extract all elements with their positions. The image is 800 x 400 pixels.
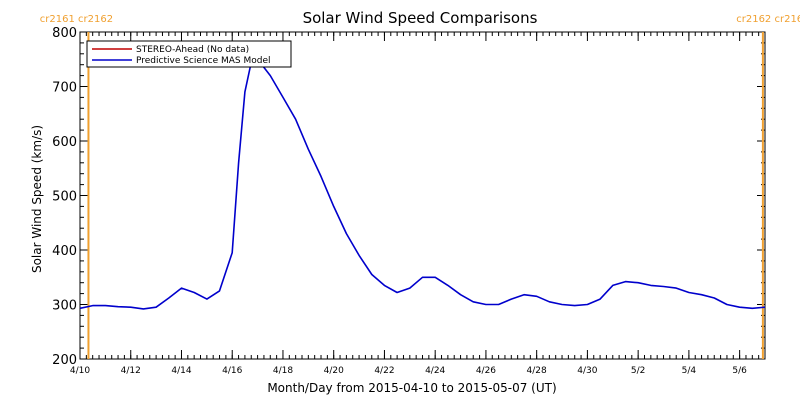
- x-axis-label: Month/Day from 2015-04-10 to 2015-05-07 …: [267, 381, 556, 395]
- x-tick-label: 4/24: [425, 366, 445, 376]
- series-group: [79, 59, 766, 310]
- x-tick-label: 4/30: [577, 366, 597, 376]
- x-tick-label: 4/12: [121, 366, 141, 376]
- legend-label-mas: Predictive Science MAS Model: [136, 56, 271, 66]
- x-tick-label: 4/14: [171, 366, 191, 376]
- x-tick-label: 5/6: [732, 366, 747, 376]
- x-tick-label: 4/10: [70, 366, 90, 376]
- legend-label-stereo: STEREO-Ahead (No data): [136, 45, 249, 55]
- x-tick-label: 5/2: [631, 366, 645, 376]
- x-tick-label: 4/22: [374, 366, 394, 376]
- x-tick-label: 4/26: [476, 366, 496, 376]
- y-tick-label: 600: [52, 135, 77, 150]
- legend-box: [86, 40, 292, 68]
- legend: STEREO-Ahead (No data) Predictive Scienc…: [86, 40, 292, 68]
- carrington-label: cr2162 cr2163: [736, 14, 800, 25]
- x-tick-label: 4/16: [222, 366, 242, 376]
- x-tick-label: 4/28: [527, 366, 547, 376]
- series-line-mas: [79, 59, 766, 310]
- chart-title: Solar Wind Speed Comparisons: [303, 9, 538, 27]
- carrington-markers: cr2161 cr2162 cr2162 cr2163: [40, 14, 800, 359]
- y-tick-label: 700: [52, 81, 77, 96]
- y-tick-label: 200: [52, 353, 77, 368]
- y-tick-label: 800: [52, 26, 77, 41]
- y-tick-label: 500: [52, 190, 77, 205]
- y-axis-label: Solar Wind Speed (km/s): [30, 125, 44, 273]
- carrington-label: cr2161 cr2162: [40, 14, 113, 25]
- x-tick-label: 5/4: [682, 366, 697, 376]
- y-tick-label: 400: [52, 244, 77, 259]
- y-tick-label: 300: [52, 299, 77, 314]
- axes: 200 300 400 500 600 700 800 4/10 4/12 4/14 4/16 4/1…: [52, 26, 766, 376]
- x-tick-label: 4/20: [324, 366, 344, 376]
- plot-frame: [79, 31, 766, 360]
- x-tick-label: 4/18: [273, 366, 293, 376]
